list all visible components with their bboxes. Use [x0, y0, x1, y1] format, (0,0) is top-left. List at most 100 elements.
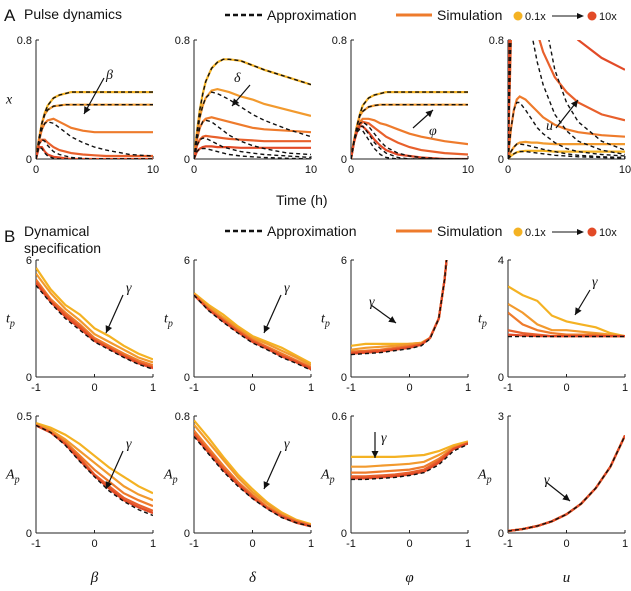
annotation-symbol: γ [544, 473, 550, 488]
sim-line-3 [36, 280, 153, 369]
y-axis-label: tp [6, 312, 15, 330]
sim-line-2 [508, 95, 625, 159]
y-tick-label: 0.8 [175, 35, 190, 47]
annotation-arrowhead [425, 110, 433, 118]
sim-line-3 [194, 134, 311, 159]
sim-line-2 [36, 278, 153, 367]
y-tick-label: 0 [26, 372, 32, 384]
annotation-symbol: γ [284, 281, 290, 296]
x-tick-label: 1 [308, 538, 314, 550]
approx-line-2 [508, 101, 625, 159]
x-tick-label: -1 [346, 538, 356, 550]
series-group [36, 421, 153, 517]
x-tick-label: 1 [465, 538, 471, 550]
y-tick-label: 6 [184, 255, 190, 267]
sim-line-4 [36, 282, 153, 370]
y-tick-label: 0 [184, 528, 190, 540]
x-tick-label: 1 [622, 538, 628, 550]
sim-line-2 [194, 116, 311, 159]
approx-line-4 [36, 146, 153, 159]
y-axis-label: x [5, 93, 13, 108]
sim-line-1 [351, 441, 468, 468]
x-tick-label: -1 [31, 538, 41, 550]
series-group [36, 267, 153, 370]
series-group [194, 292, 311, 371]
y-tick-label: 0 [341, 154, 347, 166]
x-tick-label: -1 [503, 382, 513, 394]
sim-line-1 [194, 424, 311, 527]
bottom-xlabel-0: β [90, 570, 99, 586]
bottom-xlabel-3: u [563, 570, 571, 586]
x-tick-label: 0 [563, 538, 569, 550]
sim-line-0 [36, 421, 153, 495]
y-axis-label: Ap [320, 468, 335, 486]
sim-line-0 [508, 435, 625, 533]
annotation-arrowhead [371, 451, 379, 458]
sim-line-0 [194, 58, 311, 159]
y-tick-label: 0 [26, 528, 32, 540]
sim-line-0 [194, 292, 311, 365]
series-group [36, 91, 153, 159]
sim-line-3 [508, 40, 625, 159]
x-tick-label: -1 [189, 538, 199, 550]
bottom-xlabel-2: φ [405, 570, 413, 586]
annotation-symbol: γ [126, 281, 132, 296]
annotation-symbol: γ [284, 437, 290, 452]
sim-line-0 [194, 419, 311, 526]
series-group [194, 58, 311, 159]
y-tick-label: 0 [498, 528, 504, 540]
panel-a-xlabel: Time (h) [276, 192, 328, 208]
sim-line-4 [508, 435, 625, 533]
y-tick-label: 6 [26, 255, 32, 267]
legend-b-arrowhead [577, 229, 584, 235]
panel-a-letter: A [4, 6, 16, 25]
y-tick-label: 0 [184, 154, 190, 166]
sim-line-0 [508, 285, 625, 338]
bottom-xlabel-1: δ [249, 570, 257, 586]
x-tick-label: 10 [619, 164, 631, 176]
y-tick-label: 0 [498, 372, 504, 384]
x-tick-label: 10 [462, 164, 474, 176]
approx-line-3 [36, 138, 153, 159]
x-tick-label: -1 [503, 538, 513, 550]
annotation-arrowhead [105, 481, 113, 489]
legend-a-low-dot [513, 11, 523, 21]
y-tick-label: 6 [341, 255, 347, 267]
series-group [508, 285, 625, 338]
y-tick-label: 0 [184, 372, 190, 384]
x-tick-label: 1 [622, 382, 628, 394]
legend-b-low-label: 0.1x [525, 227, 546, 239]
legend-b: Approximation Simulation 0.1x 10x [225, 223, 617, 239]
legend-a-high-dot [587, 11, 597, 21]
x-tick-label: 1 [150, 382, 156, 394]
sim-line-1 [508, 435, 625, 533]
y-tick-label: 3 [498, 411, 504, 423]
x-tick-label: -1 [189, 382, 199, 394]
approx-line-0 [36, 424, 153, 517]
annotation-arrowhead [232, 98, 240, 106]
approx-line-3 [351, 125, 468, 159]
x-tick-label: 0 [406, 538, 412, 550]
annotation-symbol: u [546, 119, 553, 134]
sim-line-1 [351, 260, 448, 351]
approx-line-0 [351, 260, 448, 356]
x-tick-label: 0 [563, 382, 569, 394]
legend-a-arrowhead [577, 13, 584, 19]
annotation-arrowhead [263, 481, 271, 489]
x-tick-label: 0 [249, 538, 255, 550]
legend-b-high-dot [587, 227, 597, 237]
approx-line-0 [194, 58, 311, 159]
sim-line-2 [508, 435, 625, 533]
annotation-symbol: γ [592, 275, 598, 290]
annotation-symbol: γ [381, 431, 387, 446]
legend-a: Approximation Simulation 0.1x 10x [225, 7, 617, 23]
annotation-arrowhead [562, 493, 570, 501]
approx-line-0 [351, 91, 468, 159]
panel-A3: 0 0.8 0 10 φ [332, 35, 474, 176]
